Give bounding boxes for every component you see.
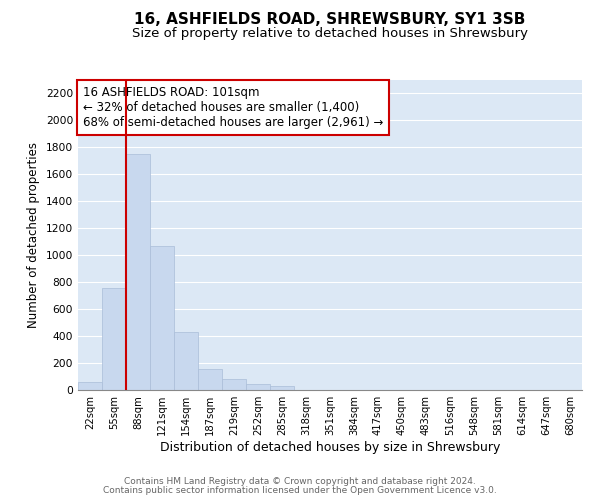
Bar: [222, 378, 246, 390]
Bar: [198, 369, 222, 390]
Text: Contains HM Land Registry data © Crown copyright and database right 2024.: Contains HM Land Registry data © Crown c…: [124, 477, 476, 486]
Text: Size of property relative to detached houses in Shrewsbury: Size of property relative to detached ho…: [132, 28, 528, 40]
Bar: [270, 386, 294, 390]
Bar: [150, 246, 174, 390]
Text: 16 ASHFIELDS ROAD: 101sqm
← 32% of detached houses are smaller (1,400)
68% of se: 16 ASHFIELDS ROAD: 101sqm ← 32% of detac…: [83, 86, 383, 129]
X-axis label: Distribution of detached houses by size in Shrewsbury: Distribution of detached houses by size …: [160, 441, 500, 454]
Bar: [174, 332, 198, 390]
Bar: [246, 384, 270, 390]
Y-axis label: Number of detached properties: Number of detached properties: [27, 142, 40, 328]
Bar: [78, 382, 102, 390]
Text: Contains public sector information licensed under the Open Government Licence v3: Contains public sector information licen…: [103, 486, 497, 495]
Bar: [102, 288, 126, 390]
Text: 16, ASHFIELDS ROAD, SHREWSBURY, SY1 3SB: 16, ASHFIELDS ROAD, SHREWSBURY, SY1 3SB: [134, 12, 526, 28]
Bar: [126, 154, 150, 390]
